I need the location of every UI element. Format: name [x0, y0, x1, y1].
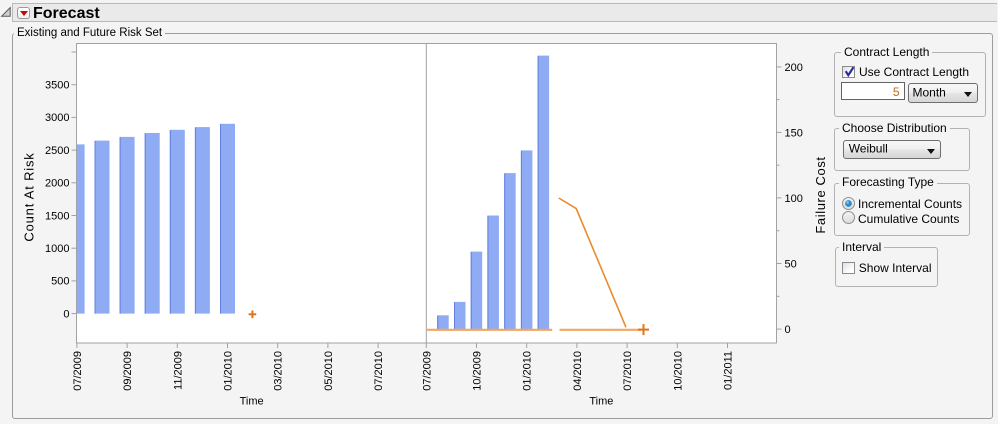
svg-text:01/2010: 01/2010: [223, 351, 235, 391]
svg-text:Time: Time: [589, 396, 613, 408]
svg-text:0: 0: [63, 308, 69, 320]
svg-text:01/2011: 01/2011: [723, 351, 735, 390]
svg-text:0: 0: [785, 324, 791, 336]
svg-text:05/2010: 05/2010: [323, 351, 335, 391]
svg-text:500: 500: [51, 276, 69, 288]
svg-text:3000: 3000: [45, 112, 69, 124]
svg-text:1000: 1000: [45, 243, 69, 255]
svg-text:04/2010: 04/2010: [572, 351, 584, 391]
svg-text:10/2010: 10/2010: [672, 351, 684, 391]
svg-text:07/2010: 07/2010: [373, 351, 385, 391]
svg-text:10/2009: 10/2009: [472, 351, 484, 391]
svg-text:03/2010: 03/2010: [273, 351, 285, 391]
svg-text:150: 150: [785, 127, 803, 139]
svg-text:07/2010: 07/2010: [622, 351, 634, 391]
svg-text:Time: Time: [240, 396, 264, 408]
svg-text:100: 100: [785, 193, 803, 205]
svg-text:2000: 2000: [45, 178, 69, 190]
svg-text:50: 50: [785, 258, 797, 270]
svg-text:09/2009: 09/2009: [122, 351, 134, 391]
svg-text:2500: 2500: [45, 145, 69, 157]
svg-text:Count At Risk: Count At Risk: [22, 152, 37, 241]
svg-text:Failure Cost: Failure Cost: [813, 156, 828, 233]
svg-text:11/2009: 11/2009: [172, 351, 184, 390]
svg-text:07/2009: 07/2009: [72, 351, 84, 391]
svg-text:200: 200: [785, 62, 803, 74]
svg-text:3500: 3500: [45, 80, 69, 92]
svg-text:1500: 1500: [45, 210, 69, 222]
svg-text:01/2010: 01/2010: [522, 351, 534, 391]
svg-text:07/2009: 07/2009: [421, 351, 433, 391]
